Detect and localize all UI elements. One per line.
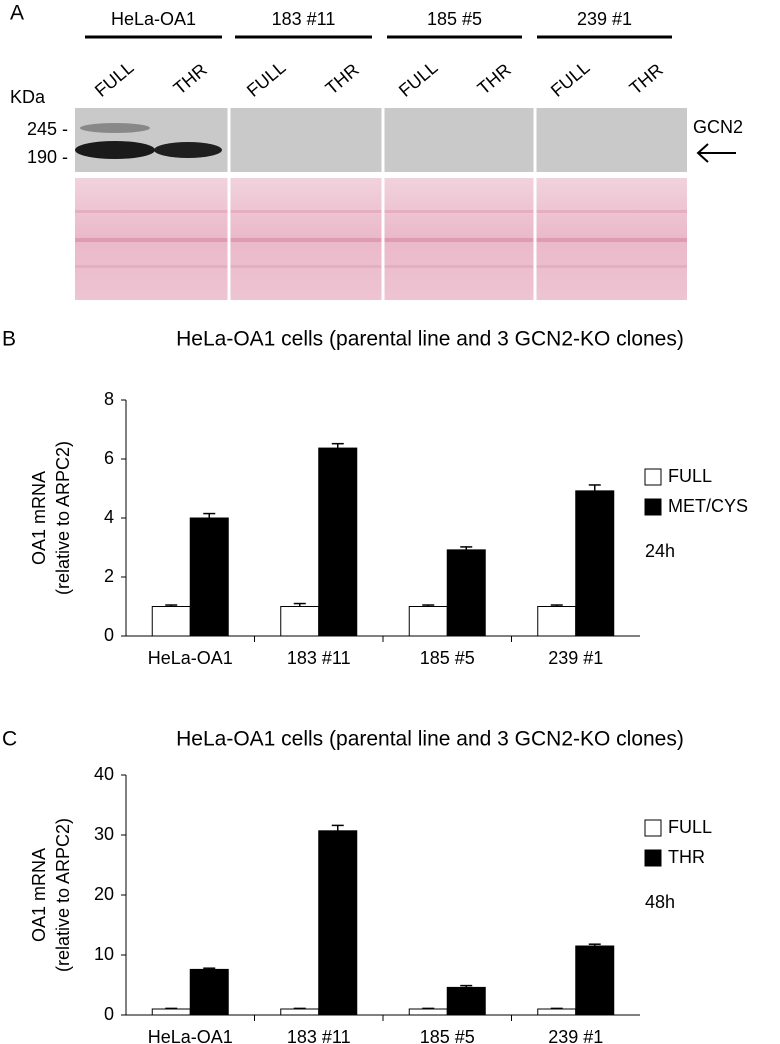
marker-label: 245 -: [27, 119, 68, 139]
bar: [575, 490, 615, 637]
bar: [318, 830, 358, 1016]
y-tick-label: 10: [94, 944, 114, 964]
y-tick-label: 20: [94, 884, 114, 904]
panel-label: A: [10, 2, 24, 25]
bar: [446, 986, 486, 1016]
annotation: 48h: [645, 892, 675, 912]
legend-label: THR: [668, 847, 705, 867]
bar: [151, 1008, 191, 1016]
marker-label: 190 -: [27, 147, 68, 167]
y-tick-label: 0: [104, 1004, 114, 1024]
chart-title: HeLa-OA1 cells (parental line and 3 GCN2…: [176, 728, 684, 751]
x-tick-label: 183 #11: [287, 648, 351, 668]
group-label: 185 #5: [427, 9, 482, 29]
unit-label: KDa: [10, 87, 46, 107]
y-axis-label: OA1 mRNA: [29, 848, 49, 942]
lane-label: FULL: [395, 57, 442, 101]
bar: [280, 1008, 320, 1016]
panel-label: B: [2, 328, 16, 351]
lane-label: THR: [170, 59, 211, 98]
blot-image: [75, 108, 687, 300]
legend-swatch: [644, 468, 662, 486]
x-tick-label: 183 #11: [287, 1027, 351, 1044]
lane-label: THR: [474, 59, 515, 98]
lane-label: FULL: [91, 57, 138, 101]
y-tick-label: 0: [104, 625, 114, 645]
y-tick-label: 8: [104, 389, 114, 409]
bar: [189, 968, 229, 1016]
bar: [408, 606, 448, 637]
y-tick-label: 30: [94, 824, 114, 844]
y-tick-label: 4: [104, 507, 114, 527]
x-tick-label: 185 #5: [420, 648, 475, 668]
annotation: 24h: [645, 541, 675, 561]
bar: [151, 606, 191, 637]
protein-label: GCN2: [693, 117, 743, 137]
y-axis-label: (relative to ARPC2): [53, 818, 73, 972]
lane-label: FULL: [547, 57, 594, 101]
legend-label: FULL: [668, 466, 712, 486]
x-tick-label: 239 #1: [548, 1027, 603, 1044]
y-tick-label: 2: [104, 566, 114, 586]
x-tick-label: 185 #5: [420, 1027, 475, 1044]
lane-label: FULL: [243, 57, 290, 101]
y-tick-label: 6: [104, 448, 114, 468]
bar: [537, 606, 577, 637]
x-tick-label: 239 #1: [548, 648, 603, 668]
arrow: [696, 143, 736, 163]
bar: [446, 549, 486, 637]
legend-label: MET/CYS: [668, 496, 748, 516]
y-axis-label: (relative to ARPC2): [53, 441, 73, 595]
group-label: 239 #1: [577, 9, 632, 29]
y-axis-label: OA1 mRNA: [29, 471, 49, 565]
bar: [575, 945, 615, 1016]
legend-swatch: [644, 498, 662, 516]
group-label: 183 #11: [272, 9, 336, 29]
lane-label: THR: [322, 59, 363, 98]
x-tick-label: HeLa-OA1: [148, 648, 233, 668]
bar: [318, 447, 358, 637]
legend-swatch: [644, 819, 662, 837]
bar: [537, 1008, 577, 1016]
bar: [408, 1008, 448, 1016]
lane-label: THR: [626, 59, 667, 98]
legend-swatch: [644, 849, 662, 867]
panel-label: C: [2, 728, 17, 751]
group-label: HeLa-OA1: [111, 9, 196, 29]
legend-label: FULL: [668, 817, 712, 837]
chart-title: HeLa-OA1 cells (parental line and 3 GCN2…: [176, 328, 684, 351]
bar: [189, 517, 229, 637]
bar: [280, 606, 320, 637]
x-tick-label: HeLa-OA1: [148, 1027, 233, 1044]
y-tick-label: 40: [94, 764, 114, 784]
